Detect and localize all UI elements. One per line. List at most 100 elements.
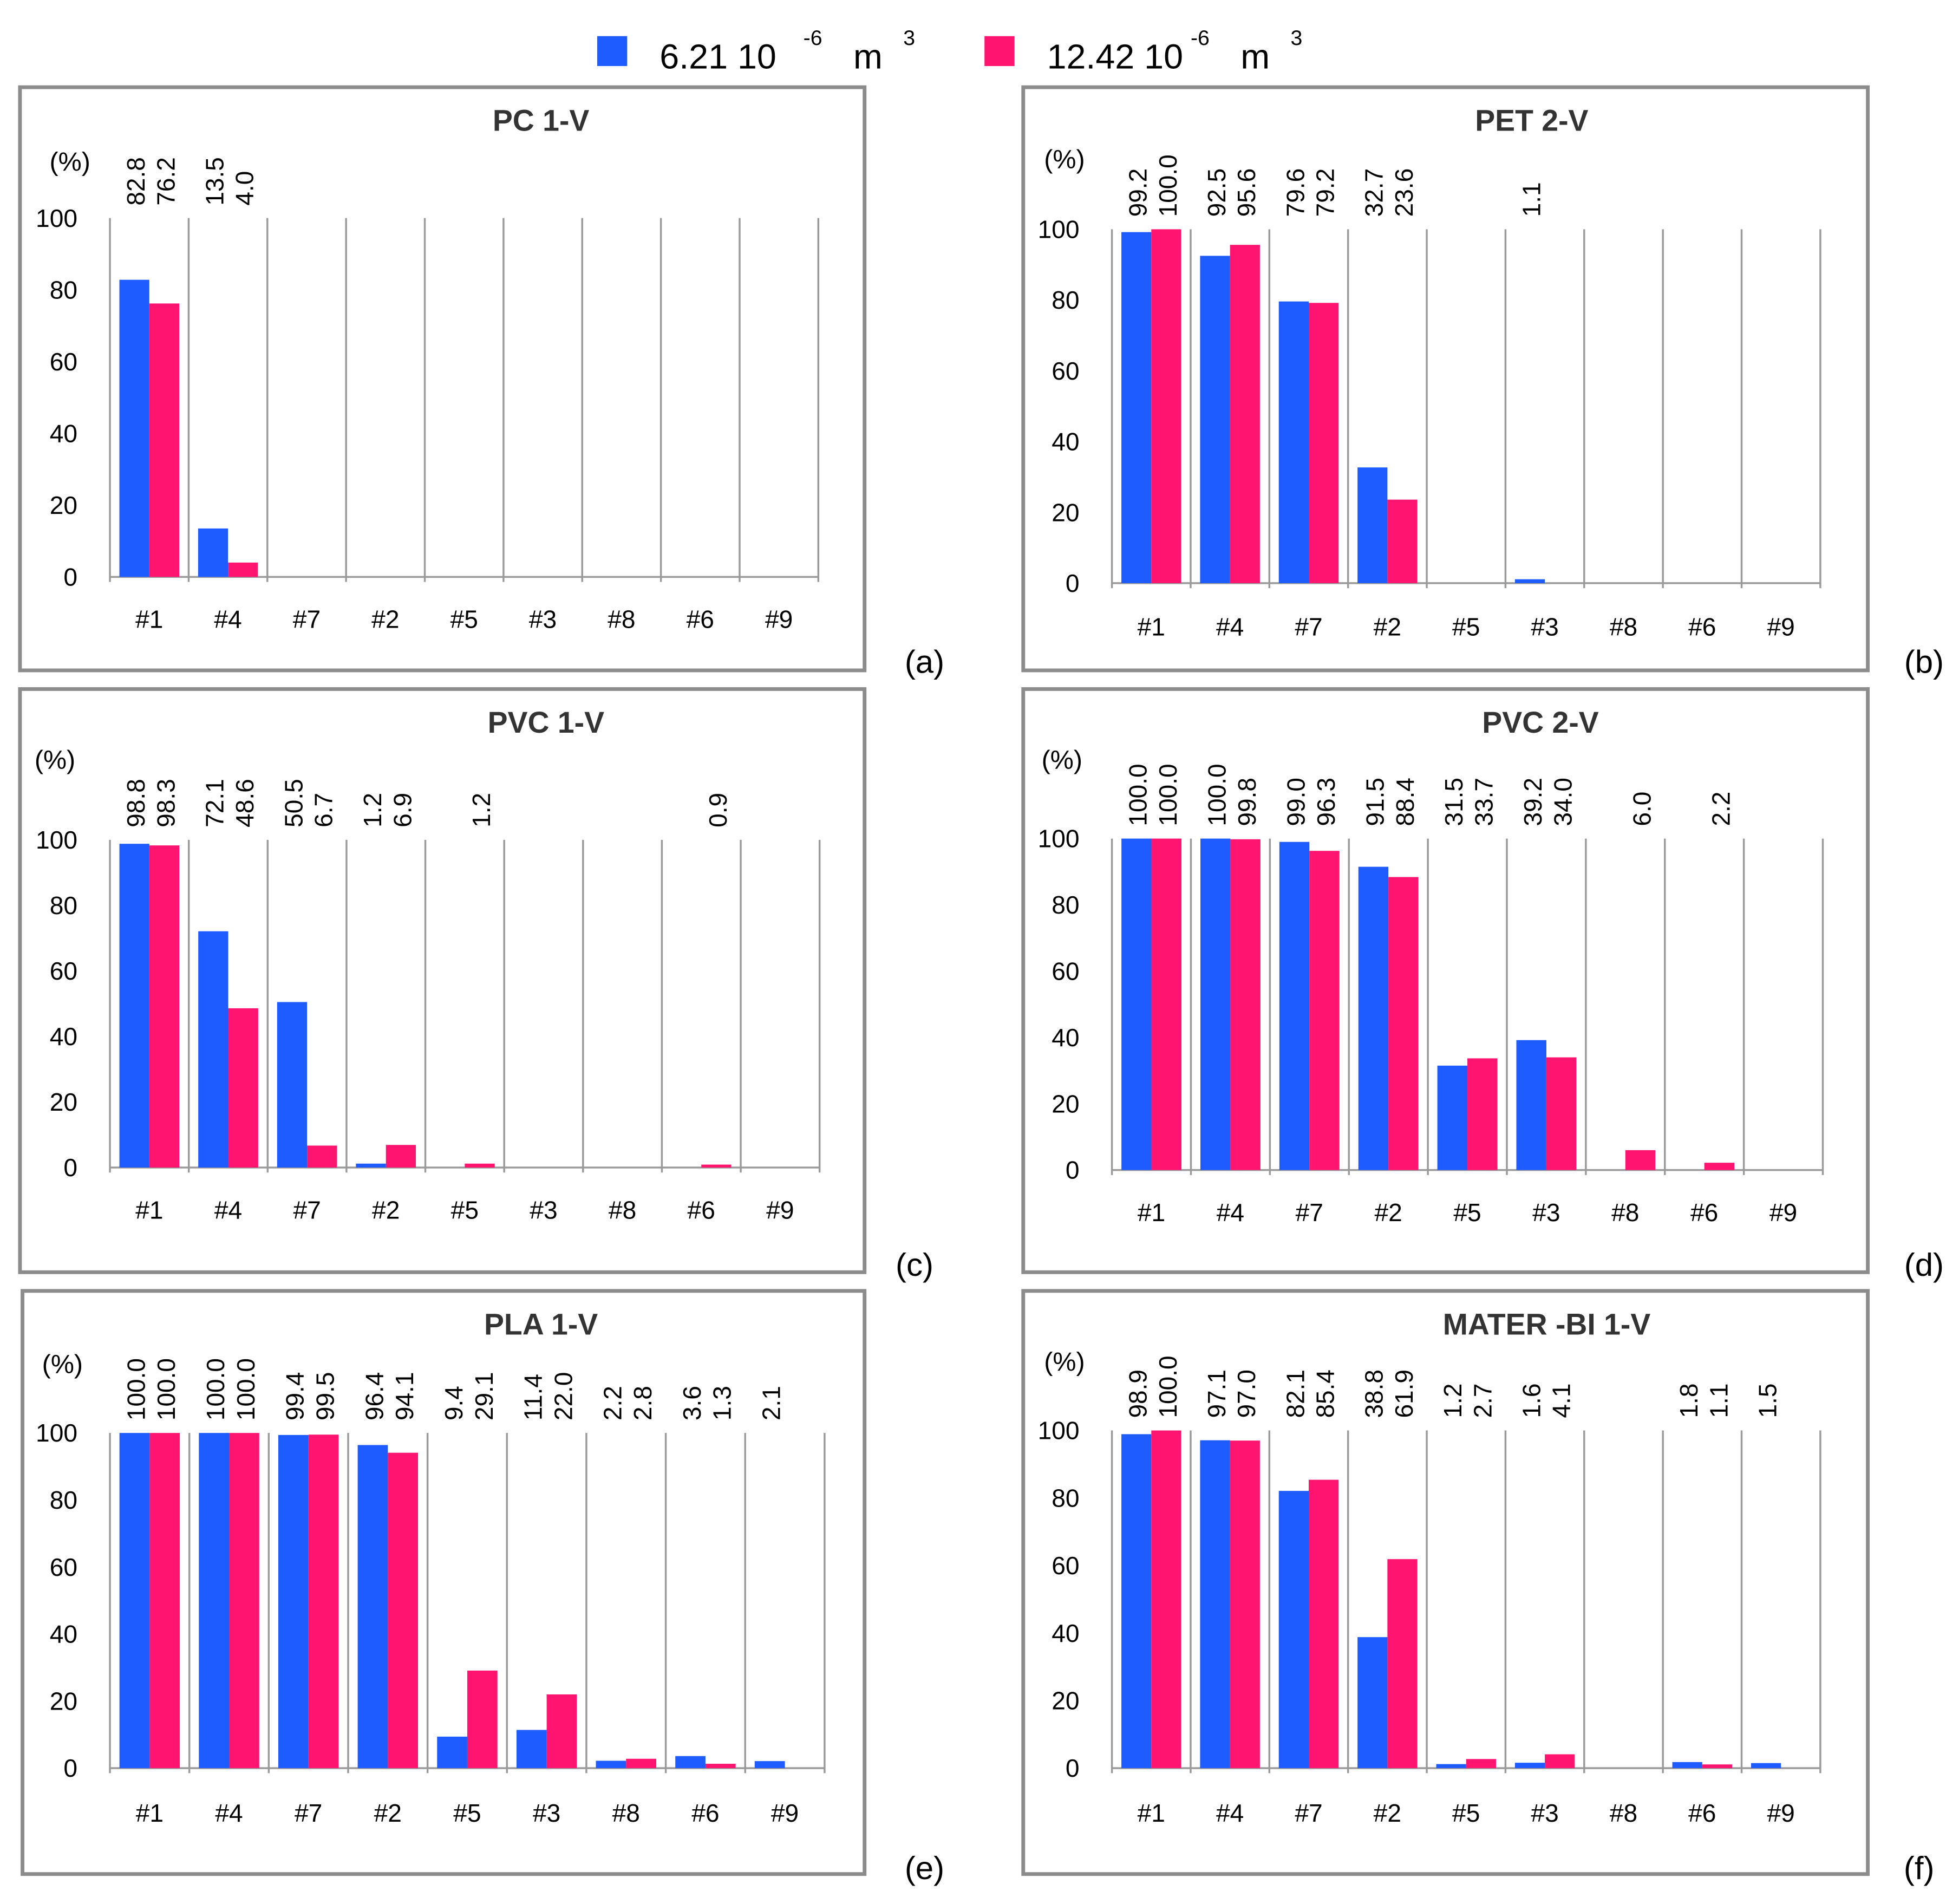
chart-panel-2: PET 2-V (%) (b) 0 20 40 60 80 100 #1 #4 #7 #2 #5 #3 #8 #… bbox=[1021, 85, 1944, 680]
data-label: 6.9 bbox=[388, 793, 416, 827]
x-tick-label: #8 bbox=[1610, 1799, 1637, 1827]
y-tick-label: 20 bbox=[50, 491, 77, 519]
data-label: 99.0 bbox=[1282, 778, 1310, 826]
data-label: 99.8 bbox=[1233, 778, 1261, 826]
x-tick-label: #1 bbox=[1138, 613, 1165, 641]
data-label: 100.0 bbox=[1154, 154, 1182, 217]
bar-series2-cat2 bbox=[1387, 499, 1418, 583]
legend-exponent: -6 bbox=[804, 27, 822, 50]
legend-unit: m bbox=[853, 37, 883, 76]
bar-series1-cat6 bbox=[675, 1756, 706, 1769]
y-tick-label: 0 bbox=[1066, 1156, 1080, 1184]
legend-label: 12.42 10 bbox=[1047, 37, 1183, 76]
y-tick-label: 40 bbox=[1052, 1619, 1079, 1647]
y-tick-label: 100 bbox=[36, 204, 77, 232]
data-label: 82.1 bbox=[1281, 1370, 1309, 1418]
data-label: 11.4 bbox=[519, 1374, 547, 1420]
panel-label: (a) bbox=[905, 644, 944, 680]
bar-series1-cat1 bbox=[119, 1433, 150, 1769]
bar-series2-cat1 bbox=[149, 303, 179, 577]
bar-series1-cat7 bbox=[277, 1002, 308, 1168]
data-label: 96.3 bbox=[1312, 778, 1340, 826]
y-tick-label: 100 bbox=[36, 1419, 77, 1447]
data-label: 1.2 bbox=[358, 793, 387, 827]
y-tick-label: 60 bbox=[50, 348, 77, 376]
y-tick-label: 60 bbox=[1052, 1551, 1079, 1580]
x-tick-label: #8 bbox=[609, 1196, 636, 1224]
data-label: 1.8 bbox=[1675, 1384, 1703, 1418]
y-tick-label: 80 bbox=[1052, 891, 1079, 919]
data-label: 23.6 bbox=[1390, 168, 1418, 217]
bar-series1-cat5 bbox=[1436, 1764, 1466, 1769]
data-label: 98.3 bbox=[152, 779, 180, 827]
data-label: 1.2 bbox=[1439, 1384, 1467, 1418]
data-label: 100.0 bbox=[1154, 764, 1182, 826]
y-tick-label: 100 bbox=[1038, 216, 1080, 244]
bar-series1-cat4 bbox=[1200, 838, 1231, 1170]
data-label: 22.0 bbox=[549, 1372, 577, 1421]
bar-series1-cat3 bbox=[516, 1730, 547, 1769]
data-label: 100.0 bbox=[1203, 764, 1231, 826]
bar-series1-cat6 bbox=[1672, 1762, 1702, 1769]
data-label: 61.9 bbox=[1390, 1370, 1418, 1418]
x-tick-label: #7 bbox=[295, 1799, 322, 1827]
bar-series2-cat2 bbox=[1387, 1559, 1418, 1769]
x-tick-label: #2 bbox=[1374, 1799, 1401, 1827]
x-tick-label: #3 bbox=[1532, 1198, 1560, 1227]
legend-unit: m bbox=[1240, 37, 1270, 76]
data-label: 38.8 bbox=[1360, 1370, 1388, 1418]
x-tick-label: #8 bbox=[1611, 1198, 1639, 1227]
y-axis-label: (%) bbox=[1044, 1347, 1085, 1377]
bar-series1-cat9 bbox=[754, 1761, 785, 1769]
bar-series1-cat2 bbox=[1357, 467, 1388, 583]
data-label: 79.6 bbox=[1281, 168, 1309, 217]
bar-series2-cat4 bbox=[228, 1008, 258, 1168]
y-tick-label: 20 bbox=[1052, 1687, 1079, 1715]
x-tick-label: #2 bbox=[374, 1799, 402, 1827]
bar-series2-cat5 bbox=[467, 1670, 498, 1769]
x-tick-label: #6 bbox=[691, 1799, 719, 1827]
chart-title: MATER -BI 1-V bbox=[1443, 1307, 1651, 1341]
x-tick-label: #5 bbox=[450, 605, 478, 634]
bar-series1-cat2 bbox=[1357, 1637, 1388, 1769]
x-tick-label: #5 bbox=[451, 1196, 479, 1224]
panel-label: (d) bbox=[1904, 1247, 1944, 1283]
x-tick-label: #5 bbox=[453, 1799, 481, 1827]
data-label: 29.1 bbox=[470, 1372, 498, 1421]
y-tick-label: 100 bbox=[1038, 1417, 1080, 1445]
data-label: 2.7 bbox=[1468, 1384, 1497, 1418]
data-label: 4.1 bbox=[1547, 1384, 1576, 1418]
data-label: 6.0 bbox=[1628, 792, 1656, 826]
bar-series2-cat7 bbox=[1309, 1479, 1339, 1769]
bar-series2-cat2 bbox=[386, 1145, 416, 1168]
bar-series1-cat2 bbox=[1358, 866, 1389, 1170]
x-tick-label: #4 bbox=[214, 605, 241, 634]
data-label: 92.5 bbox=[1203, 168, 1231, 217]
bar-series2-cat6 bbox=[1702, 1764, 1733, 1769]
bar-series1-cat1 bbox=[1121, 838, 1152, 1170]
x-tick-label: #3 bbox=[530, 1196, 557, 1224]
bar-series1-cat2 bbox=[357, 1445, 388, 1769]
data-label: 9.4 bbox=[440, 1386, 468, 1420]
chart-panels: PC 1-V (%) (a) 0 20 40 60 80 100 #1 #4 #7 #2 #5 #3 #8 #6… bbox=[18, 85, 1944, 1886]
x-tick-label: #5 bbox=[1452, 613, 1480, 641]
x-tick-label: #4 bbox=[1216, 1799, 1244, 1827]
bar-series2-cat2 bbox=[388, 1452, 419, 1769]
x-tick-label: #1 bbox=[135, 605, 163, 634]
x-tick-label: #1 bbox=[1138, 1799, 1165, 1827]
legend-label: 6.21 10 bbox=[659, 37, 776, 76]
x-tick-label: #8 bbox=[612, 1799, 640, 1827]
data-label: 48.6 bbox=[231, 779, 259, 827]
data-label: 31.5 bbox=[1440, 778, 1468, 826]
data-label: 1.6 bbox=[1517, 1384, 1545, 1418]
chart-title: PLA 1-V bbox=[484, 1307, 598, 1341]
x-tick-label: #5 bbox=[1453, 1198, 1481, 1227]
x-tick-label: #9 bbox=[1767, 1799, 1795, 1827]
x-tick-label: #6 bbox=[1688, 613, 1716, 641]
data-label: 1.1 bbox=[1705, 1384, 1733, 1418]
bar-series2-cat3 bbox=[1545, 1754, 1575, 1769]
data-label: 50.5 bbox=[279, 779, 308, 827]
x-tick-label: #9 bbox=[1769, 1198, 1797, 1227]
data-label: 98.8 bbox=[122, 779, 150, 827]
bar-series2-cat8 bbox=[1625, 1150, 1656, 1170]
